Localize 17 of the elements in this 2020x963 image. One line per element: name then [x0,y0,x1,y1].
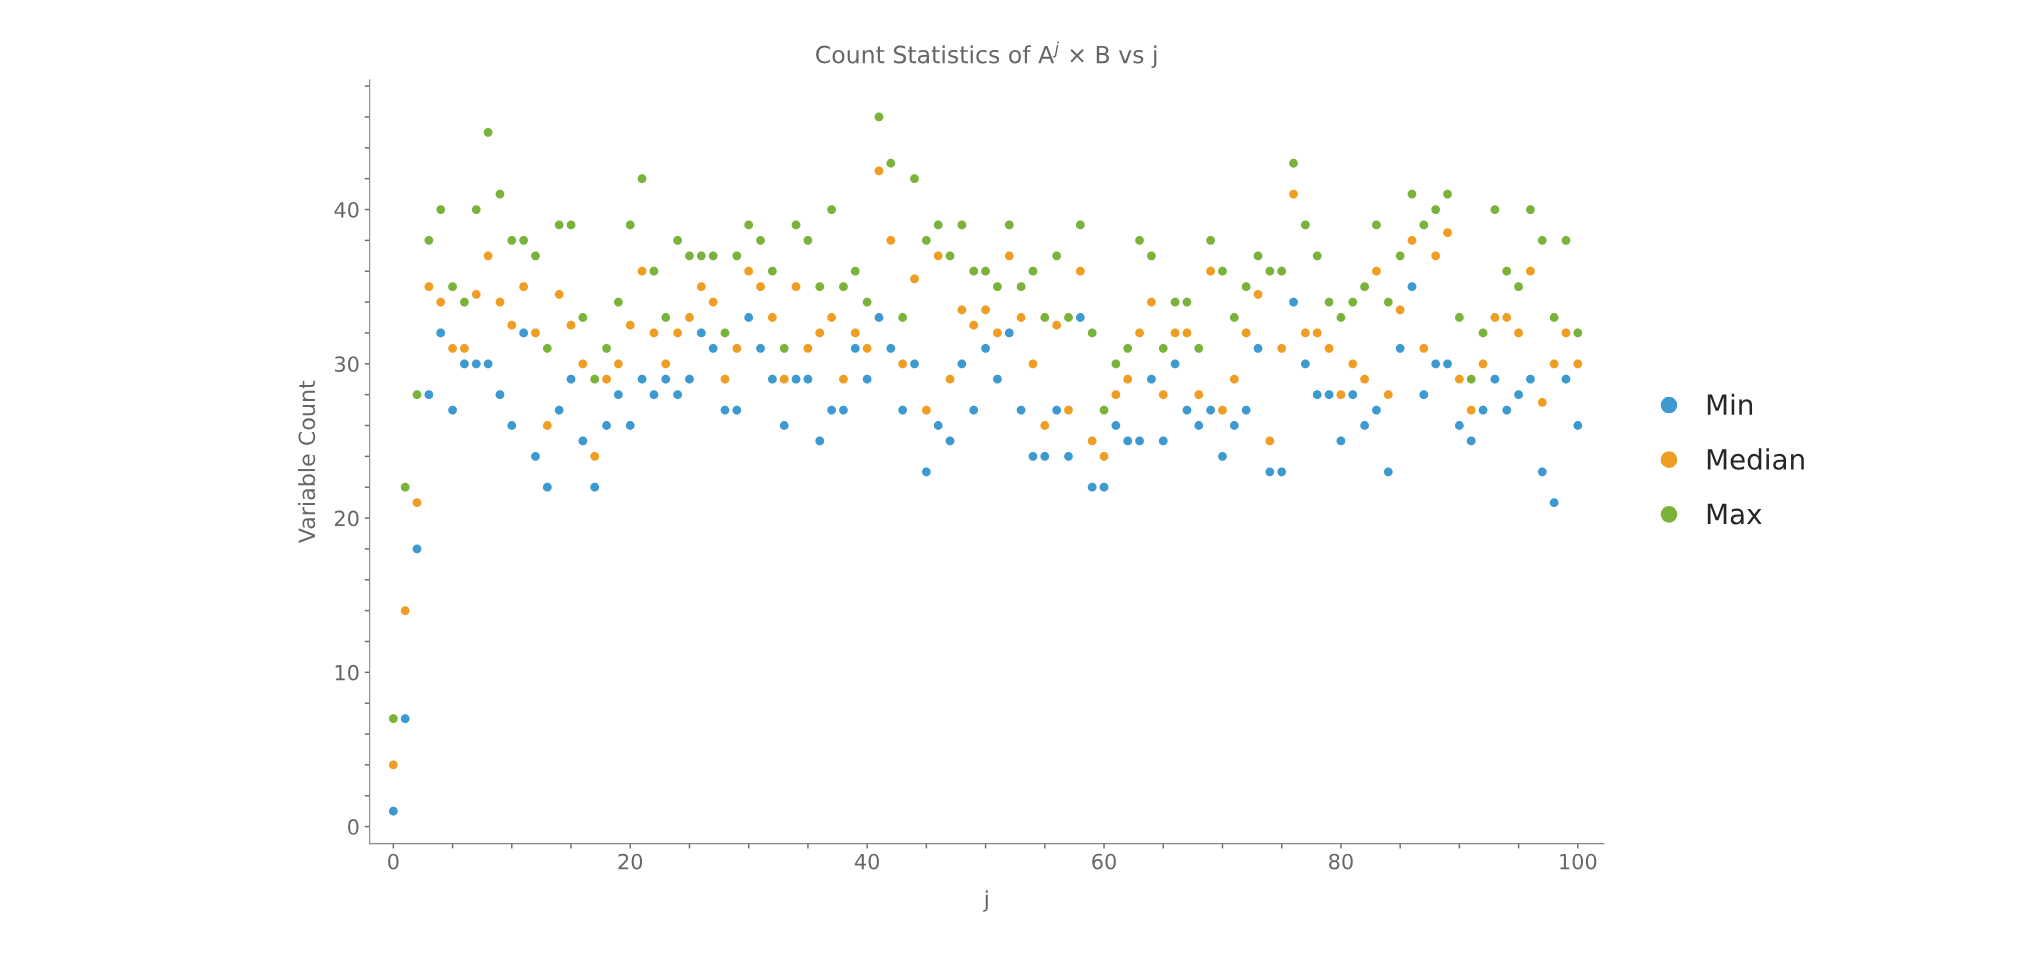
x-tick-label: 100 [1560,853,1597,870]
chart-title: Count Statistics of A$^{j}$ × B vs j [816,41,1157,69]
x-tick-label: 20 [618,853,643,870]
y-tick-label: 40 [334,201,359,218]
x-tick-label: 80 [1329,853,1353,870]
x-axis-title: j [983,890,988,912]
x-tick-label: 40 [854,853,880,870]
x-tick-label: 0 [388,853,399,870]
y-axis-title: Variable Count [298,380,316,544]
y-tick-label: 20 [334,510,359,527]
x-tick-label: 60 [1092,853,1116,870]
legend-label: Max [1707,503,1762,525]
legend-label: Min [1707,393,1753,415]
legend-label: Median [1707,448,1804,470]
y-tick-label: 30 [335,356,359,373]
y-tick-label: 0 [348,819,359,835]
y-tick-label: 10 [335,664,359,681]
